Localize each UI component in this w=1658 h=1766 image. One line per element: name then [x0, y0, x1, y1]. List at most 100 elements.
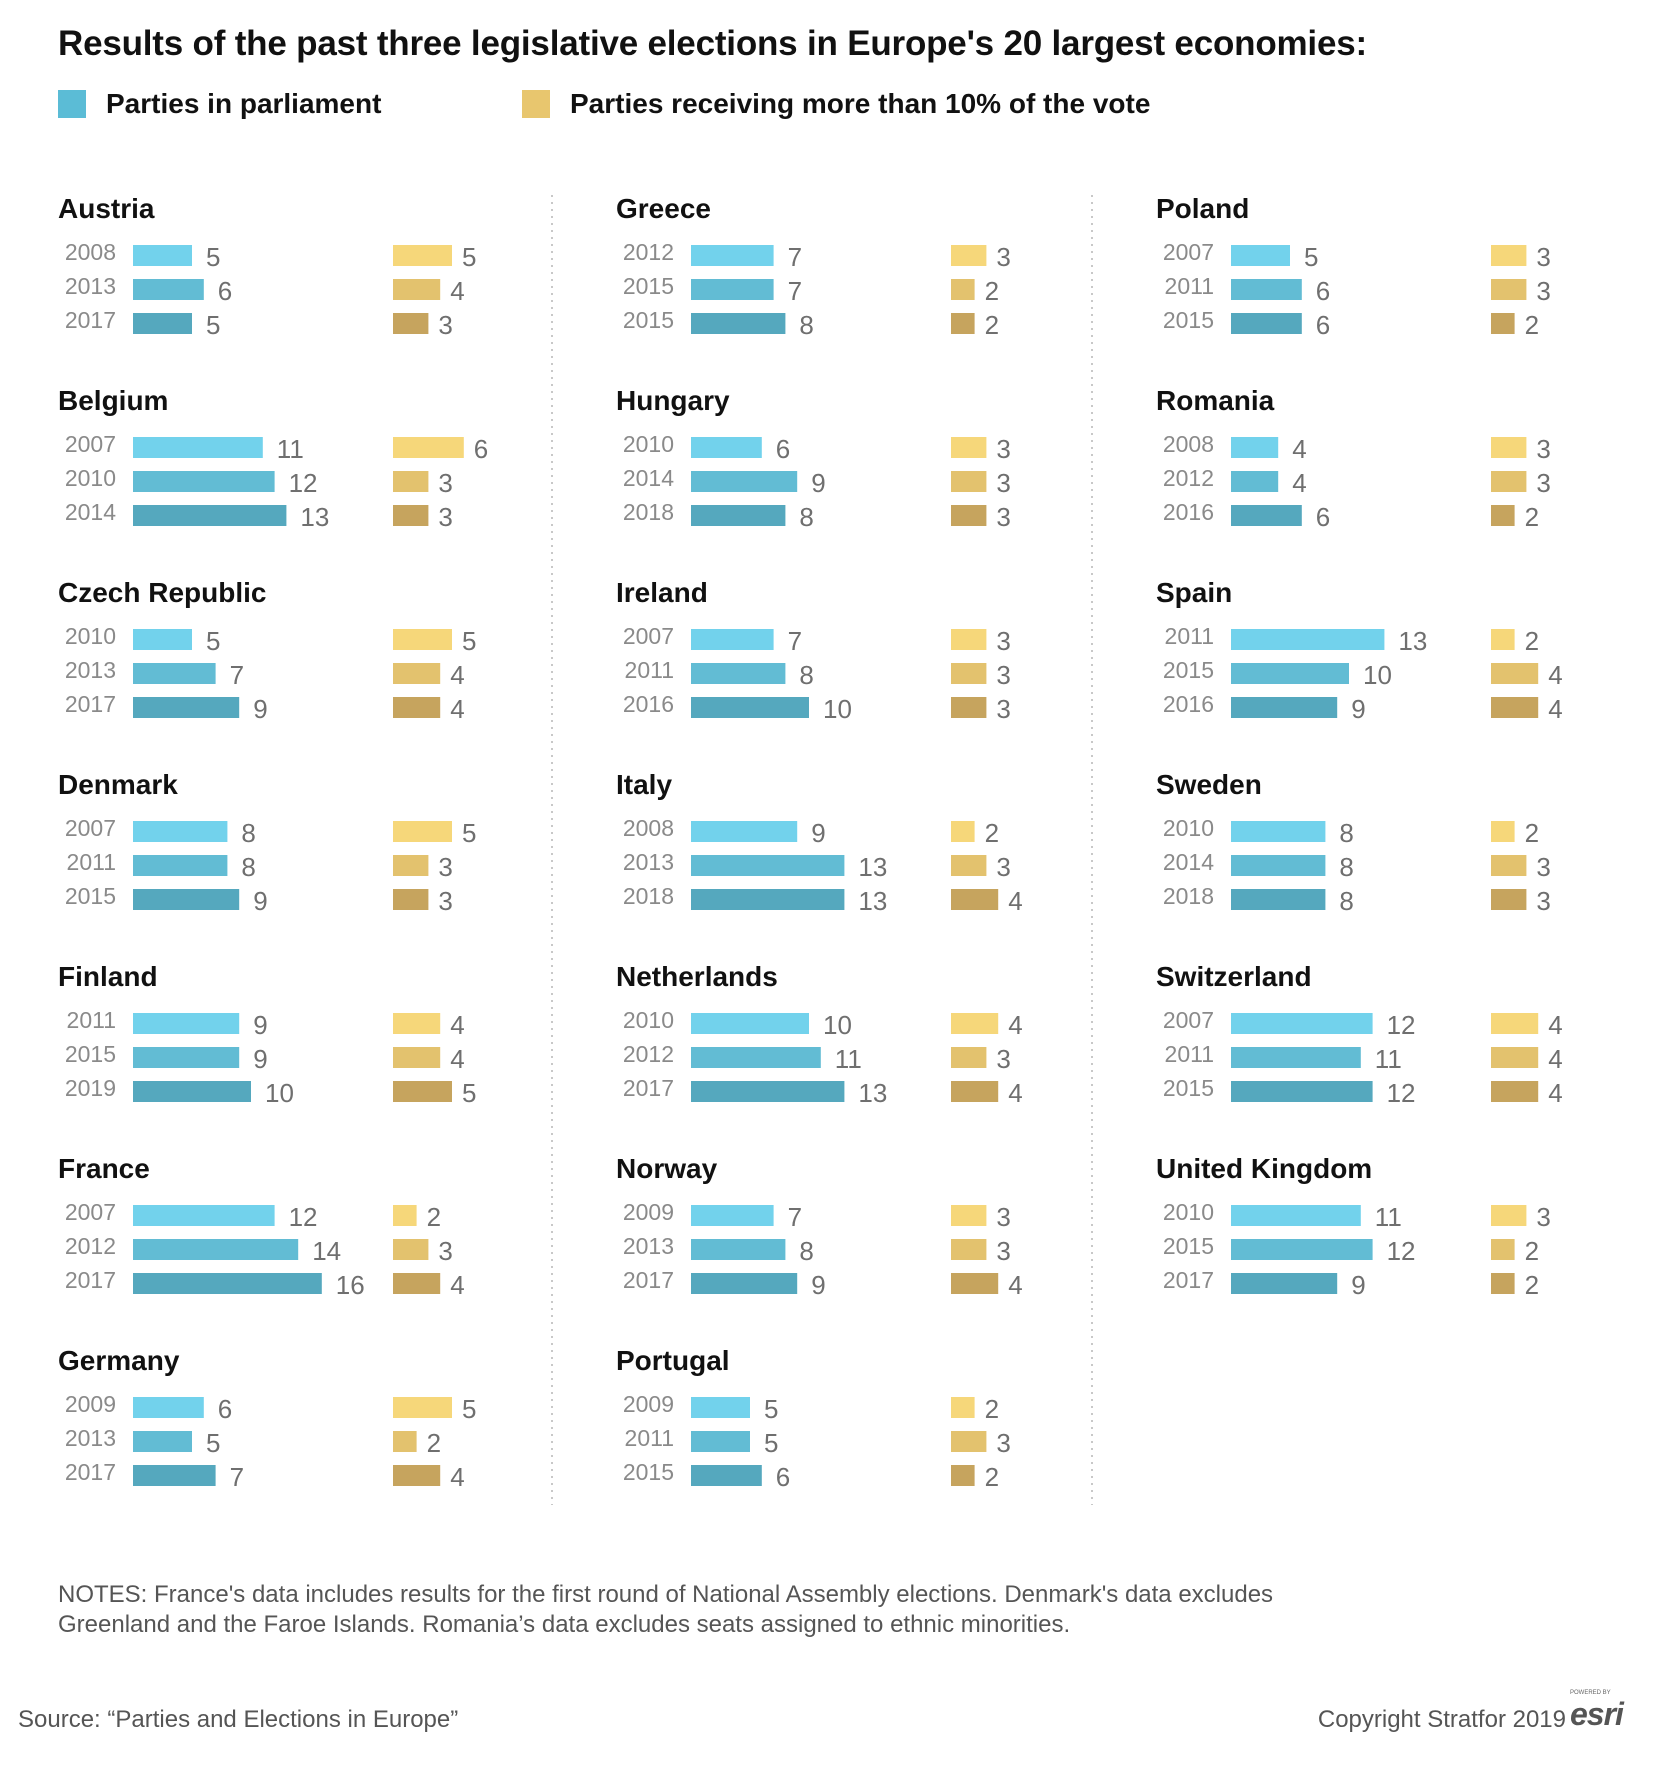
bar-over10 [393, 245, 452, 266]
bar-parliament [1231, 889, 1326, 910]
value-label-parliament: 9 [253, 694, 267, 724]
year-label: 2015 [1163, 657, 1214, 683]
bar-parliament [133, 1013, 240, 1034]
value-label-parliament: 6 [218, 276, 232, 306]
bar-parliament [691, 1431, 750, 1452]
bar-over10 [1491, 1013, 1539, 1034]
bar-parliament [133, 1047, 240, 1068]
bar-parliament [691, 663, 786, 684]
bar-parliament [133, 471, 275, 492]
bar-over10 [951, 1431, 987, 1452]
bar-parliament [1231, 1047, 1361, 1068]
value-label-parliament: 4 [1292, 434, 1306, 464]
value-label-over10: 2 [985, 818, 999, 848]
value-label-over10: 3 [1536, 886, 1550, 916]
legend-swatch-parliament [58, 90, 86, 118]
value-label-over10: 3 [996, 242, 1010, 272]
country-title-greece: Greece [616, 193, 711, 224]
bar-over10 [1491, 1047, 1539, 1068]
bar-parliament [133, 821, 228, 842]
bar-parliament [133, 313, 192, 334]
bar-over10 [951, 505, 987, 526]
country-title-united-kingdom: United Kingdom [1156, 1153, 1372, 1184]
value-label-over10: 3 [438, 502, 452, 532]
value-label-parliament: 12 [1387, 1010, 1416, 1040]
year-label: 2007 [1163, 239, 1214, 265]
value-label-over10: 4 [1548, 660, 1562, 690]
bar-parliament [691, 855, 845, 876]
bar-over10 [393, 313, 429, 334]
value-label-parliament: 13 [858, 1078, 887, 1108]
value-label-over10: 3 [438, 310, 452, 340]
value-label-over10: 4 [1008, 886, 1022, 916]
value-label-parliament: 11 [277, 434, 304, 464]
year-label: 2010 [65, 465, 116, 491]
country-title-norway: Norway [616, 1153, 718, 1184]
bar-over10 [393, 1273, 441, 1294]
bar-over10 [393, 1239, 429, 1260]
bar-parliament [133, 245, 192, 266]
bar-parliament [691, 889, 845, 910]
value-label-over10: 3 [1536, 242, 1550, 272]
bar-parliament [1231, 663, 1349, 684]
value-label-over10: 4 [450, 1044, 464, 1074]
value-label-over10: 4 [450, 276, 464, 306]
value-label-over10: 3 [438, 852, 452, 882]
value-label-over10: 3 [438, 468, 452, 498]
bar-parliament [1231, 1273, 1338, 1294]
year-label: 2009 [65, 1391, 116, 1417]
value-label-parliament: 5 [206, 1428, 220, 1458]
country-title-czech-republic: Czech Republic [58, 577, 266, 608]
legend-label-over10: Parties receiving more than 10% of the v… [570, 88, 1151, 119]
bar-parliament [1231, 697, 1338, 718]
country-panel-united-kingdom: United Kingdom 2010 11 3 2015 12 2 2017 9 2 [1156, 1153, 1551, 1300]
legend-item-over10: Parties receiving more than 10% of the v… [522, 88, 1150, 120]
bar-over10 [1491, 279, 1527, 300]
country-title-finland: Finland [58, 961, 158, 992]
value-label-over10: 3 [996, 434, 1010, 464]
bar-parliament [1231, 313, 1302, 334]
country-title-france: France [58, 1153, 150, 1184]
year-label: 2009 [623, 1199, 674, 1225]
bar-parliament [133, 505, 287, 526]
bar-over10 [1491, 505, 1515, 526]
value-label-over10: 3 [996, 1202, 1010, 1232]
bar-over10 [1491, 471, 1527, 492]
value-label-over10: 5 [462, 1078, 476, 1108]
value-label-parliament: 7 [788, 242, 802, 272]
bar-parliament [1231, 629, 1385, 650]
bar-parliament [1231, 1239, 1373, 1260]
bar-over10 [1491, 1205, 1527, 1226]
bar-over10 [951, 1013, 999, 1034]
bar-parliament [133, 889, 240, 910]
value-label-parliament: 9 [811, 818, 825, 848]
value-label-parliament: 7 [788, 276, 802, 306]
bar-parliament [1231, 1081, 1373, 1102]
year-label: 2016 [1163, 499, 1214, 525]
bar-over10 [393, 505, 429, 526]
value-label-parliament: 5 [764, 1394, 778, 1424]
value-label-over10: 2 [1525, 1236, 1539, 1266]
country-panel-switzerland: Switzerland 2007 12 4 2011 11 4 2015 12 4 [1156, 961, 1563, 1108]
value-label-over10: 4 [450, 1462, 464, 1492]
bar-parliament [691, 437, 762, 458]
bar-over10 [393, 1397, 452, 1418]
value-label-parliament: 6 [776, 434, 790, 464]
bar-over10 [951, 471, 987, 492]
year-label: 2007 [65, 1199, 116, 1225]
value-label-parliament: 10 [823, 694, 852, 724]
country-title-italy: Italy [616, 769, 672, 800]
bar-over10 [393, 629, 452, 650]
country-panel-norway: Norway 2009 7 3 2013 8 3 2017 9 4 [616, 1153, 1023, 1300]
year-label: 2012 [1163, 465, 1214, 491]
year-label: 2018 [623, 883, 674, 909]
year-label: 2015 [65, 1041, 116, 1067]
bar-parliament [133, 437, 263, 458]
value-label-parliament: 8 [799, 502, 813, 532]
year-label: 2011 [1165, 273, 1214, 299]
value-label-parliament: 5 [764, 1428, 778, 1458]
bar-over10 [951, 1047, 987, 1068]
year-label: 2013 [623, 849, 674, 875]
year-label: 2017 [65, 1459, 116, 1485]
